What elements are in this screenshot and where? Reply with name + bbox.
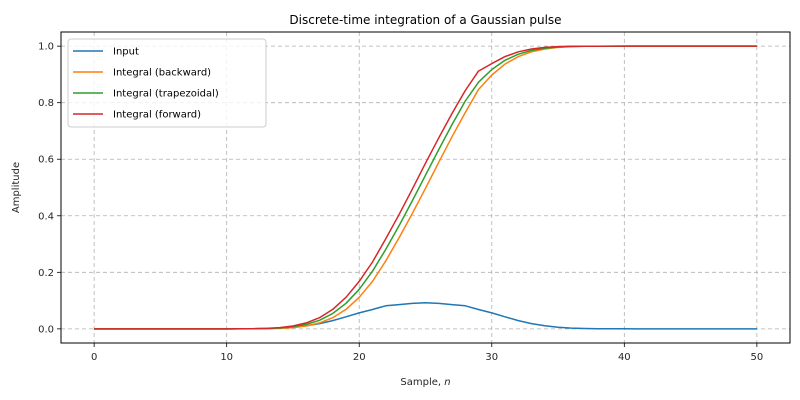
x-tick-label: 10 [220,352,233,363]
x-tick-label: 50 [750,352,763,363]
y-tick-label: 0.4 [38,211,54,222]
y-axis-ticks: 0.0 0.2 0.4 0.6 0.8 1.0 [38,42,61,335]
chart-title: Discrete-time integration of a Gaussian … [289,13,561,27]
y-tick-label: 0.0 [38,324,54,335]
legend-label: Integral (backward) [113,68,211,79]
plot-lines [94,45,757,330]
y-tick-label: 0.2 [38,268,54,279]
legend: Input Integral (backward) Integral (trapez… [67,38,267,128]
y-tick-label: 0.6 [38,155,54,166]
legend-item: Integral (trapezoidal) [73,89,219,100]
y-axis-label: Amplitude [11,162,22,213]
x-tick-label: 40 [618,352,631,363]
legend-label: Input [113,47,139,58]
legend-label: Integral (trapezoidal) [113,89,219,100]
y-tick-label: 0.8 [38,98,54,109]
x-axis-label: Sample, n [400,377,450,388]
y-tick-label: 1.0 [38,42,54,53]
series-line-integral-forward [94,45,757,330]
legend-item: Input [73,47,139,58]
x-tick-label: 0 [91,352,97,363]
x-axis-ticks: 0 10 20 30 40 50 [91,343,763,363]
axes-frame [60,31,791,344]
x-axis-label-text: Sample, [400,377,444,388]
legend-label: Integral (forward) [113,110,201,121]
x-tick-label: 20 [353,352,366,363]
x-tick-label: 30 [485,352,498,363]
legend-item: Integral (backward) [73,68,211,79]
legend-box [67,38,267,128]
legend-item: Integral (forward) [73,110,201,121]
x-axis-label-variable: n [444,377,450,388]
